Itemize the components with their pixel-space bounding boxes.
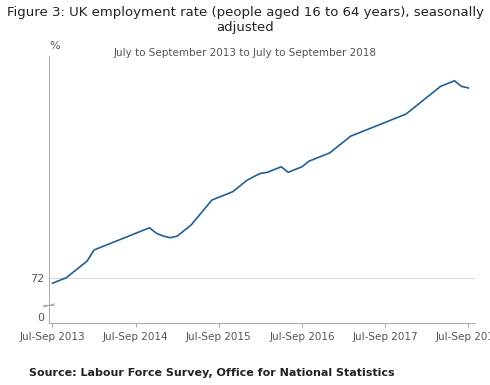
Text: Figure 3: UK employment rate (people aged 16 to 64 years), seasonally
adjusted: Figure 3: UK employment rate (people age… xyxy=(6,6,484,34)
Text: Source: Labour Force Survey, Office for National Statistics: Source: Labour Force Survey, Office for … xyxy=(29,368,395,378)
Text: %: % xyxy=(49,41,60,51)
Text: July to September 2013 to July to September 2018: July to September 2013 to July to Septem… xyxy=(114,48,376,58)
